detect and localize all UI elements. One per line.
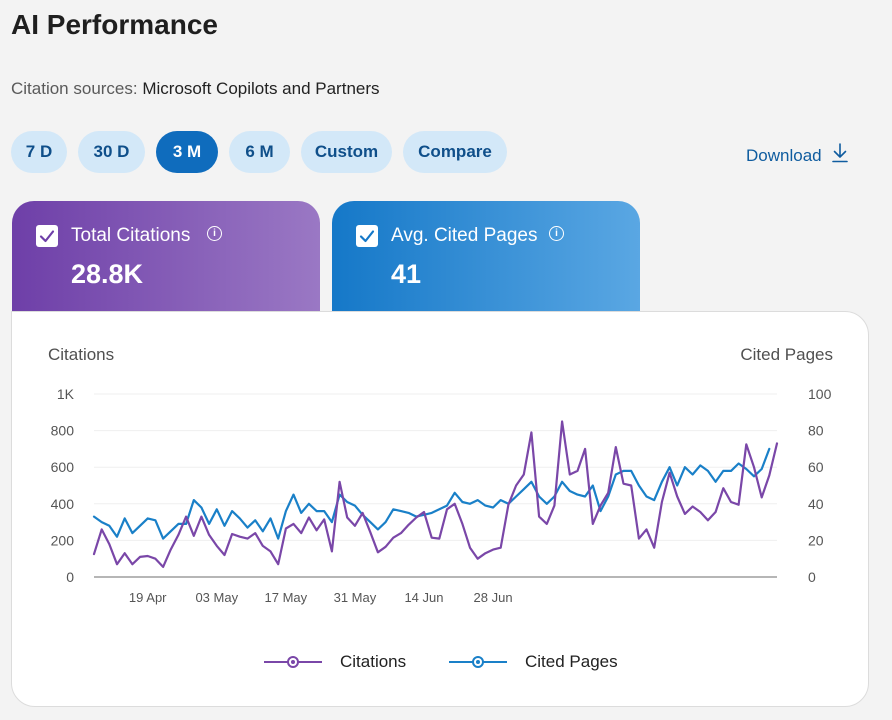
chart-panel: Citations Cited Pages 0 0 200 20 400 40 600 60 8…: [11, 311, 869, 707]
range-3m-button[interactable]: 3 M: [156, 131, 218, 173]
citation-sources: Citation sources: Microsoft Copilots and…: [11, 79, 380, 99]
avg-cited-pages-checkbox[interactable]: [356, 225, 378, 247]
citations-series-line[interactable]: [92, 420, 779, 568]
checkmark-icon: [359, 230, 375, 243]
cited-pages-legend-marker-icon: [449, 656, 507, 668]
y-right-tick-label: 60: [808, 459, 824, 475]
range-custom-button[interactable]: Custom: [301, 131, 392, 173]
y-left-tick-label: 600: [51, 459, 75, 475]
total-citations-card[interactable]: Total Citations i 28.8K: [12, 201, 320, 316]
legend-cited-pages-label: Cited Pages: [525, 652, 618, 671]
legend-citations-label: Citations: [340, 652, 407, 671]
y-left-tick-label: 0: [66, 569, 74, 585]
x-tick-label: 14 Jun: [404, 590, 443, 605]
page-title: AI Performance: [11, 9, 218, 40]
range-7d-button[interactable]: 7 D: [11, 131, 67, 173]
range-30d-button[interactable]: 30 D: [78, 131, 145, 173]
x-tick-label: 17 May: [265, 590, 308, 605]
citations-legend-marker-icon: [264, 656, 322, 668]
y-left-tick-label: 200: [51, 532, 75, 548]
info-icon[interactable]: i: [549, 226, 564, 241]
x-tick-label: 03 May: [195, 590, 238, 605]
left-axis-title: Citations: [48, 345, 115, 364]
legend-cited-pages[interactable]: Cited Pages: [449, 652, 618, 672]
y-right-tick-label: 20: [808, 532, 824, 548]
range-selector: 7 D 30 D 3 M 6 M Custom Compare: [11, 131, 507, 173]
compare-button[interactable]: Compare: [403, 131, 507, 173]
x-tick-label: 28 Jun: [474, 590, 513, 605]
right-axis-title: Cited Pages: [740, 345, 833, 364]
legend-citations[interactable]: Citations: [264, 652, 406, 672]
y-left-tick-label: 400: [51, 496, 75, 512]
x-tick-label: 19 Apr: [129, 590, 167, 605]
total-citations-value: 28.8K: [71, 259, 144, 289]
info-icon[interactable]: i: [207, 226, 222, 241]
citation-sources-value: Microsoft Copilots and Partners: [142, 79, 380, 98]
y-right-tick-label: 0: [808, 569, 816, 585]
avg-cited-pages-value: 41: [391, 259, 422, 289]
y-left-tick-label: 1K: [57, 386, 75, 402]
avg-cited-pages-label: Avg. Cited Pages: [391, 225, 538, 246]
line-chart[interactable]: 0 0 200 20 400 40 600 60 800 80 1K 100 19 Apr 03 May 1…: [12, 312, 868, 632]
checkmark-icon: [39, 230, 55, 243]
x-tick-label: 31 May: [334, 590, 377, 605]
range-6m-button[interactable]: 6 M: [229, 131, 290, 173]
y-right-tick-label: 80: [808, 423, 824, 439]
download-button[interactable]: Download: [746, 143, 848, 168]
y-left-tick-label: 800: [51, 423, 75, 439]
cited-pages-series-line[interactable]: [92, 447, 771, 540]
total-citations-label: Total Citations: [71, 225, 191, 246]
download-icon: [831, 143, 848, 168]
citation-sources-label: Citation sources:: [11, 79, 138, 98]
total-citations-checkbox[interactable]: [36, 225, 58, 247]
y-right-tick-label: 40: [808, 496, 824, 512]
y-right-tick-label: 100: [808, 386, 832, 402]
download-label: Download: [746, 145, 822, 165]
avg-cited-pages-card[interactable]: Avg. Cited Pages i 41: [332, 201, 640, 316]
